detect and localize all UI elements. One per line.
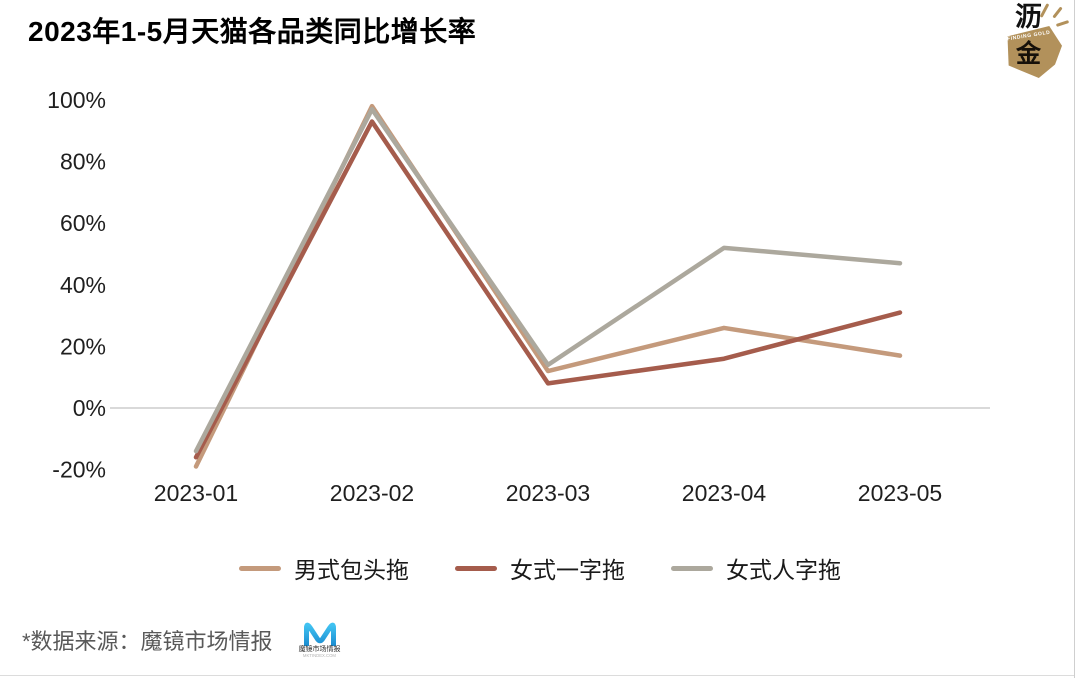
- x-axis-tick-label: 2023-03: [506, 480, 590, 506]
- footer: *数据来源：魔镜市场情报 魔镜市场情报 MKTINDEX.COM: [22, 612, 351, 668]
- brand-char-top: 沥: [1015, 2, 1042, 32]
- line-chart: 100% 80% 60% 40% 20% 0% -20% 2023-01 2023-02 2023…: [47, 87, 990, 506]
- legend-label: 男式包头拖: [294, 557, 409, 583]
- legend-item: 女式一字拖: [455, 551, 625, 585]
- y-axis-tick-label: 100%: [47, 87, 106, 113]
- m-letter-icon: [303, 622, 336, 647]
- y-axis-tick-label: 60%: [60, 210, 106, 236]
- data-source-note: *数据来源：魔镜市场情报: [22, 629, 273, 654]
- mktindex-label: 魔镜市场情报: [298, 646, 341, 654]
- x-axis-tick-label: 2023-05: [858, 480, 942, 506]
- x-axis-tick-label: 2023-02: [330, 480, 414, 506]
- y-axis-tick-label: 80%: [60, 149, 106, 175]
- series-line-女式人字拖: [193, 106, 903, 454]
- y-axis-tick-label: 0%: [73, 395, 106, 421]
- finding-gold-logo: 沥 FINDING GOLD 金: [998, 2, 1072, 82]
- page-title: 2023年1-5月天猫各品类同比增长率: [28, 16, 477, 47]
- brand-char-bottom: 金: [1016, 40, 1042, 68]
- y-axis-tick-label: 20%: [60, 333, 106, 359]
- x-axis-tick-label: 2023-04: [682, 480, 767, 506]
- series-line-男式包头拖: [193, 103, 903, 469]
- legend-item: 女式人字拖: [671, 551, 841, 585]
- mktindex-sublabel: MKTINDEX.COM: [303, 654, 337, 660]
- y-axis-tick-label: 40%: [60, 272, 106, 298]
- legend-item: 男式包头拖: [239, 551, 409, 585]
- x-axis-tick-label: 2023-01: [154, 480, 238, 506]
- legend-label: 女式人字拖: [726, 557, 841, 583]
- legend-swatch: [455, 565, 497, 571]
- mktindex-logo: 魔镜市场情报 MKTINDEX.COM: [289, 620, 351, 660]
- page-edge-bottom: [0, 675, 1074, 676]
- page-edge-right: [1074, 0, 1075, 678]
- y-axis-tick-label: -20%: [52, 457, 106, 483]
- legend-label: 女式一字拖: [510, 557, 625, 583]
- legend-swatch: [671, 565, 713, 571]
- chart-legend: 男式包头拖 女式一字拖 女式人字拖: [0, 551, 1080, 585]
- series-line-女式一字拖: [193, 119, 903, 460]
- legend-swatch: [239, 565, 281, 571]
